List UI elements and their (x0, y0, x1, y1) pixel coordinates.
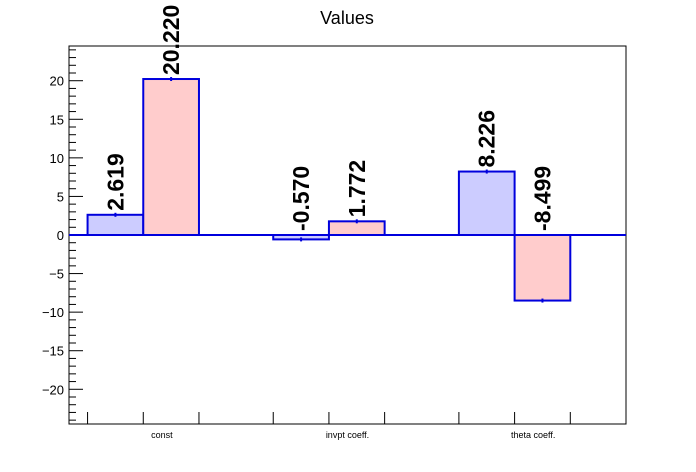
x-category-label: const (151, 430, 173, 440)
x-category-label: invpt coeff. (326, 430, 369, 440)
y-tick-label: −10 (42, 305, 64, 320)
data-label: -8.499 (529, 166, 555, 231)
y-tick-label: −15 (42, 344, 64, 359)
y-tick-label: 10 (50, 151, 64, 166)
bar-series2-0 (142, 78, 200, 237)
y-tick-label: 15 (50, 112, 64, 127)
chart-title: Values (320, 8, 374, 28)
bar-series2-2 (513, 234, 572, 302)
y-tick-label: −20 (42, 382, 64, 397)
y-tick-label: −5 (49, 267, 64, 282)
data-label: 1.772 (344, 160, 370, 218)
y-tick-label: 5 (57, 189, 64, 204)
plot-area: −20 −15 −10 −5 0 5 10 15 20 const invpt coeff. thet… (42, 5, 627, 440)
data-label: -0.570 (288, 166, 314, 231)
y-tick-label: 0 (57, 228, 64, 243)
data-label: 8.226 (474, 110, 500, 168)
data-label: 20.220 (158, 5, 184, 75)
x-category-label: theta coeff. (511, 430, 555, 440)
bar-series1-2 (457, 170, 516, 236)
bar-series1-0 (86, 213, 145, 236)
data-label: 2.619 (102, 153, 128, 211)
bar-series2-1 (327, 220, 386, 237)
y-tick-label: 20 (50, 74, 64, 89)
